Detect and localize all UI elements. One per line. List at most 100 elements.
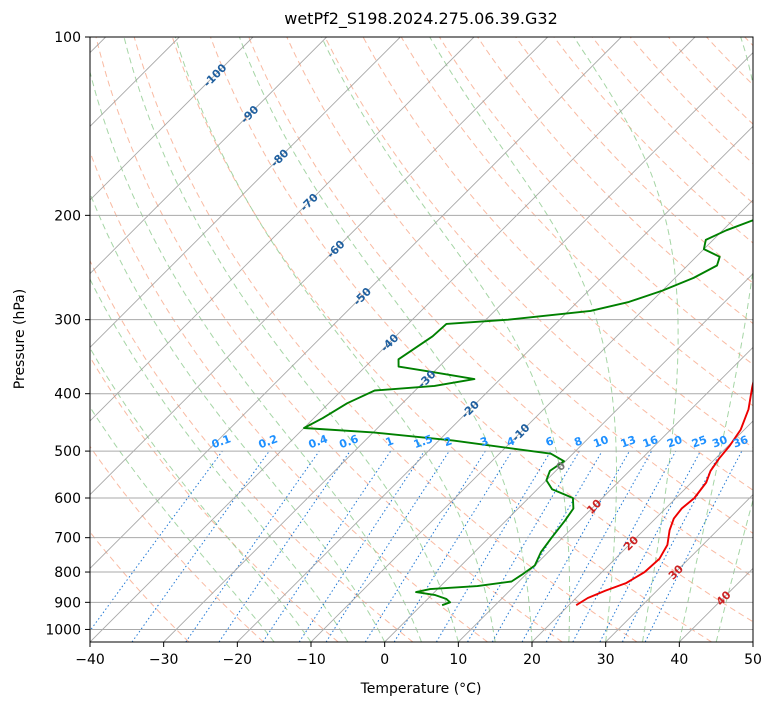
mixing-ratio-label: 0.1 [210, 432, 233, 451]
x-tick-label: 40 [670, 652, 688, 668]
mixing-ratio-label: 1.5 [412, 432, 435, 451]
moist-adiabat-line [573, 37, 679, 642]
mixing-ratio-label: 0.4 [307, 432, 330, 451]
dry-adiabat-line [477, 37, 753, 325]
moist-adiabat-line [90, 347, 312, 642]
mixing-ratio-label: 4 [505, 434, 517, 449]
mixing-ratio-line [521, 450, 630, 642]
isotherm-line [90, 37, 622, 569]
dry-adiabat-line [171, 37, 712, 642]
moist-adiabat-line [321, 37, 571, 642]
dry-adiabat-line [591, 37, 753, 204]
isotherm-label: 30 [666, 562, 686, 582]
x-tick-label: −30 [149, 652, 179, 668]
mixing-ratio-lines [90, 450, 743, 642]
isotherm-line [90, 37, 401, 348]
x-tick-label: 10 [449, 652, 467, 668]
isotherm-line [90, 37, 548, 496]
isotherm-label: -40 [378, 331, 401, 354]
dry-adiabat-line [629, 37, 753, 165]
pressure-gridlines [90, 36, 753, 630]
x-axis: −40 −30 −20 −10 0 10 20 30 40 50 [75, 642, 762, 668]
mixing-ratio-label: 2 [442, 434, 454, 449]
dry-adiabat-line [90, 531, 190, 642]
dewpoint-profile-line [303, 219, 753, 607]
isotherm-line [90, 37, 696, 642]
moist-adiabat-line [238, 37, 533, 642]
chart-title: wetPf2_S198.2024.275.06.39.G32 [284, 9, 558, 29]
y-tick-label: 900 [54, 595, 81, 611]
isotherm-line [90, 37, 327, 275]
dry-adiabat-line [90, 445, 264, 642]
x-tick-label: −10 [296, 652, 326, 668]
isotherm-line [679, 567, 753, 642]
moist-adiabat-line [90, 406, 275, 642]
y-axis: 1000 900 800 700 600 500 400 300 200 100 [45, 30, 90, 638]
isotherm-line [605, 494, 753, 642]
isotherms [90, 37, 753, 642]
isotherm-line [310, 199, 753, 642]
isotherm-label: -60 [324, 238, 347, 261]
temperature-profile-line [575, 379, 753, 607]
mixing-ratio-label: 30 [710, 433, 729, 451]
x-tick-label: 50 [744, 652, 762, 668]
mixing-ratio-label: 8 [572, 434, 584, 449]
mixing-ratio-line [298, 450, 425, 642]
y-tick-label: 1000 [45, 622, 81, 638]
moist-adiabat-line [429, 37, 617, 642]
mixing-ratio-label: 10 [592, 433, 611, 451]
mixing-ratio-label: 0.2 [257, 432, 280, 451]
y-tick-label: 600 [54, 491, 81, 507]
isotherm-label: -70 [298, 191, 321, 214]
moist-adiabat-line [90, 70, 422, 642]
mixing-ratio-line [393, 450, 513, 642]
mixing-ratio-label: 1 [384, 434, 396, 449]
background-lines [90, 37, 753, 642]
moist-adiabat-line [123, 37, 459, 642]
mixing-ratio-label: 13 [619, 433, 638, 450]
isotherm-line [163, 52, 753, 642]
isotherm-line [458, 346, 753, 642]
mixing-ratio-line [467, 450, 580, 642]
y-tick-label: 200 [54, 208, 81, 224]
isotherm-line [752, 641, 753, 642]
isotherm-label: 10 [584, 497, 604, 517]
dry-adiabat-line [400, 37, 753, 407]
mixing-ratio-label: 16 [641, 433, 660, 451]
mixing-ratio-label: 0.6 [338, 432, 361, 451]
plot-frame [89, 36, 754, 643]
moist-adiabat-line [90, 192, 386, 642]
dry-adiabat-line [133, 37, 638, 642]
dry-adiabat-line [706, 37, 753, 86]
mixing-ratio-line [435, 450, 552, 642]
isotherm-label: 40 [714, 588, 734, 608]
isotherm-line [90, 37, 475, 422]
x-tick-label: −20 [223, 652, 253, 668]
dry-adiabat-line [90, 259, 414, 642]
moist-adiabat-line [715, 498, 753, 642]
mixing-ratio-line [90, 450, 223, 632]
moist-adiabat-line [90, 277, 349, 642]
dry-adiabat-line [324, 37, 753, 491]
isotherm-line [531, 420, 753, 642]
mixing-ratio-label: 6 [544, 434, 556, 449]
mixing-ratio-line [599, 450, 701, 642]
y-axis-title: Pressure (hPa) [12, 289, 28, 389]
mixing-ratio-line [131, 450, 270, 642]
dry-adiabat-line [90, 356, 339, 642]
isotherm-line [90, 37, 254, 201]
isotherm-label: 0 [554, 459, 569, 474]
mixing-ratio-label: 20 [665, 433, 684, 451]
y-tick-label: 500 [54, 444, 81, 460]
mixing-ratio-line [572, 450, 677, 642]
mixing-ratio-label: 3 [478, 434, 490, 449]
dry-adiabat-line [248, 37, 753, 578]
series-layer [303, 219, 753, 607]
isotherm-label: -80 [268, 146, 291, 169]
isotherm-label: -90 [238, 103, 261, 126]
dry-adiabat-line [90, 150, 488, 642]
x-tick-label: −40 [75, 652, 105, 668]
y-tick-label: 100 [54, 30, 81, 46]
y-tick-label: 400 [54, 387, 81, 403]
